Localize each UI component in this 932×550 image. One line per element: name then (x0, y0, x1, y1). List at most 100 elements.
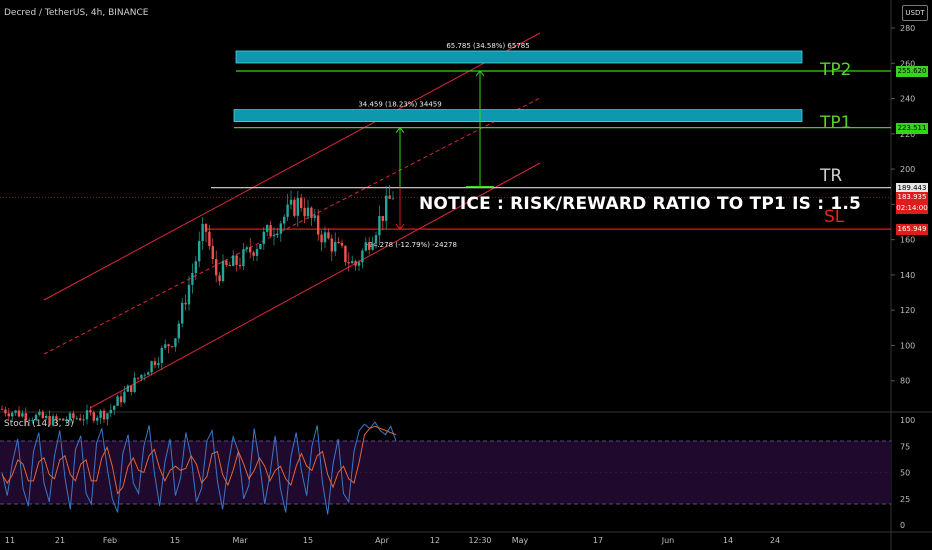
candle-body (109, 409, 112, 414)
candle-body (167, 344, 170, 347)
candle-body (62, 418, 65, 421)
candle-body (340, 242, 344, 246)
x-tick-label: May (512, 536, 529, 545)
candle-body (235, 255, 238, 265)
candle-body (300, 197, 303, 208)
stoch-series-line (1, 421, 397, 515)
channel-mid-line (43, 97, 541, 355)
candle-body (102, 410, 106, 420)
x-tick-label: 24 (770, 536, 780, 545)
countdown-tag: 02:14:00 (896, 203, 928, 215)
candle-body (116, 396, 119, 406)
candle-body (147, 372, 150, 375)
candle-body (313, 215, 316, 218)
stoch-indicator-label[interactable]: Stoch (14, 3, 3) (4, 419, 74, 429)
candle-body (252, 252, 255, 256)
candle-body (293, 199, 296, 216)
x-tick-label: 12:30 (468, 536, 491, 545)
x-tick-label: Mar (232, 536, 248, 545)
x-tick-label: 12 (430, 536, 440, 545)
candle-body (58, 418, 61, 420)
sl-arrow-head (395, 223, 405, 230)
candle-body (385, 195, 388, 221)
candle-body (310, 207, 313, 218)
tp2-box (235, 50, 803, 64)
candle-body (272, 234, 276, 237)
y-tick-label: 100 (900, 341, 915, 350)
candle-body (157, 362, 160, 366)
candle-body (136, 377, 140, 379)
candle-body (123, 391, 126, 403)
candle-body (31, 420, 34, 421)
candle-body (218, 275, 221, 282)
x-tick-label: Jun (661, 536, 675, 545)
candle-body (351, 261, 354, 264)
candle-body (201, 223, 204, 242)
tp1-price-tag: 223.511 (896, 122, 928, 134)
candle-body (204, 223, 208, 232)
candle-body (7, 413, 10, 417)
candle-body (119, 396, 123, 403)
channel-upper-line (43, 32, 541, 301)
candle-body (283, 216, 286, 224)
candle-body (41, 411, 44, 418)
sl-price-tag: 165.949 (896, 224, 928, 236)
candle-body (164, 344, 167, 348)
tp1-arrow-head (395, 126, 405, 133)
tr-price-tag: 189.443 (896, 182, 928, 194)
candle-body (303, 207, 306, 217)
tr-label: TR (820, 166, 843, 186)
candle-body (82, 419, 85, 421)
candle-body (75, 418, 78, 420)
candle-body (320, 234, 323, 243)
candle-body (48, 415, 51, 426)
candle-body (215, 259, 218, 276)
x-tick-label: Apr (375, 536, 390, 545)
candle-body (259, 243, 262, 250)
candle-body (317, 215, 320, 235)
candle-body (187, 284, 191, 305)
x-tick-label: 15 (303, 536, 313, 545)
candle-body (361, 250, 364, 263)
y-tick-label: 280 (900, 24, 915, 33)
candle-body (357, 262, 361, 266)
stoch-y-tick: 0 (900, 521, 905, 530)
currency-button[interactable]: USDT (902, 5, 928, 21)
candle-body (378, 216, 381, 236)
y-tick-label: 260 (900, 59, 915, 68)
candle-body (211, 246, 214, 260)
notice-text: NOTICE : RISK/REWARD RATIO TO TP1 IS : 1… (419, 194, 862, 214)
candle-body (344, 245, 347, 263)
candle-body (150, 361, 153, 373)
candle-body (34, 414, 38, 421)
tp1-measure-label: 34.459 (18.23%) 34459 (358, 101, 441, 109)
candle-body (45, 415, 48, 418)
candle-body (306, 207, 310, 217)
tp1-box (233, 109, 803, 123)
candle-body (191, 273, 194, 285)
candle-body (17, 410, 21, 417)
candle-body (38, 411, 41, 415)
y-tick-label: 240 (900, 95, 915, 104)
candle-body (72, 413, 75, 419)
candle-body (160, 347, 163, 363)
tp1-label: TP1 (820, 113, 852, 133)
candle-body (153, 361, 157, 366)
candle-body (242, 249, 245, 267)
candle-body (249, 247, 252, 253)
candle-body (68, 413, 72, 421)
y-tick-label: 120 (900, 306, 915, 315)
candle-body (4, 409, 7, 414)
candle-body (14, 410, 17, 413)
tp2-price-tag: 255.620 (896, 65, 928, 77)
candle-body (225, 260, 228, 265)
candle-body (330, 238, 333, 252)
candle-body (170, 346, 174, 347)
channel-lower-line (89, 162, 541, 409)
candle-body (266, 225, 269, 232)
candle-body (334, 241, 337, 252)
candle-body (269, 225, 272, 237)
candle-body (21, 413, 24, 417)
candle-body (337, 241, 340, 243)
